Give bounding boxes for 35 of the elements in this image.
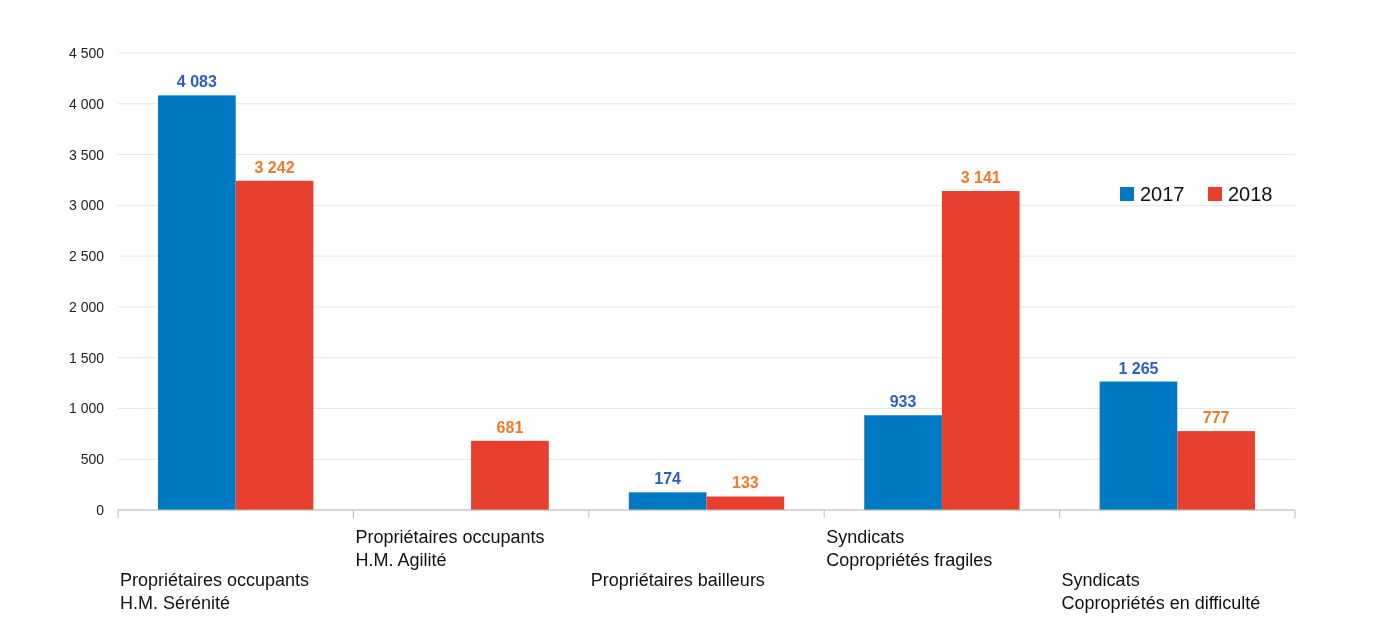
bar (941, 191, 1020, 510)
y-tick-label: 4 000 (68, 95, 105, 112)
y-tick-label: 1 500 (68, 349, 105, 366)
x-tick-label: Syndicats Copropriétés en difficulté (1061, 570, 1261, 613)
y-tick-label: 2 000 (68, 298, 105, 315)
bar (235, 180, 314, 510)
y-tick-label: 0 (96, 502, 105, 518)
data-label: 174 (654, 470, 682, 488)
bar (158, 95, 236, 510)
data-label: 777 (1202, 409, 1230, 427)
legend-label: 2018 (1228, 183, 1273, 205)
data-label: 681 (496, 418, 524, 436)
y-tick-label: 2 500 (68, 248, 105, 265)
y-tick-label: 4 500 (68, 45, 105, 61)
y-tick-label: 3 500 (68, 146, 105, 163)
x-tick-label: Propriétaires bailleurs (590, 570, 765, 590)
bar (471, 440, 549, 510)
y-tick-label: 500 (80, 451, 105, 468)
bar (706, 496, 785, 510)
x-tick-label: Propriétaires occupants H.M. Agilité (355, 527, 545, 570)
y-tick-label: 1 000 (68, 400, 105, 417)
legend-label: 2017 (1140, 183, 1185, 205)
data-label: 3 141 (960, 169, 1001, 187)
bar (628, 492, 707, 510)
x-tick-label: Propriétaires occupants H.M. Sérénité (120, 570, 310, 613)
data-label: 933 (889, 393, 917, 411)
data-label: 1 265 (1118, 359, 1159, 377)
bar (864, 415, 942, 510)
data-label: 133 (731, 474, 759, 492)
x-tick-label: Syndicats Copropriétés fragiles (826, 527, 993, 570)
data-label: 3 242 (254, 158, 295, 176)
bar (1177, 431, 1255, 510)
bar (1099, 381, 1178, 510)
y-tick-label: 3 000 (68, 197, 105, 214)
data-label: 4 083 (176, 73, 217, 91)
